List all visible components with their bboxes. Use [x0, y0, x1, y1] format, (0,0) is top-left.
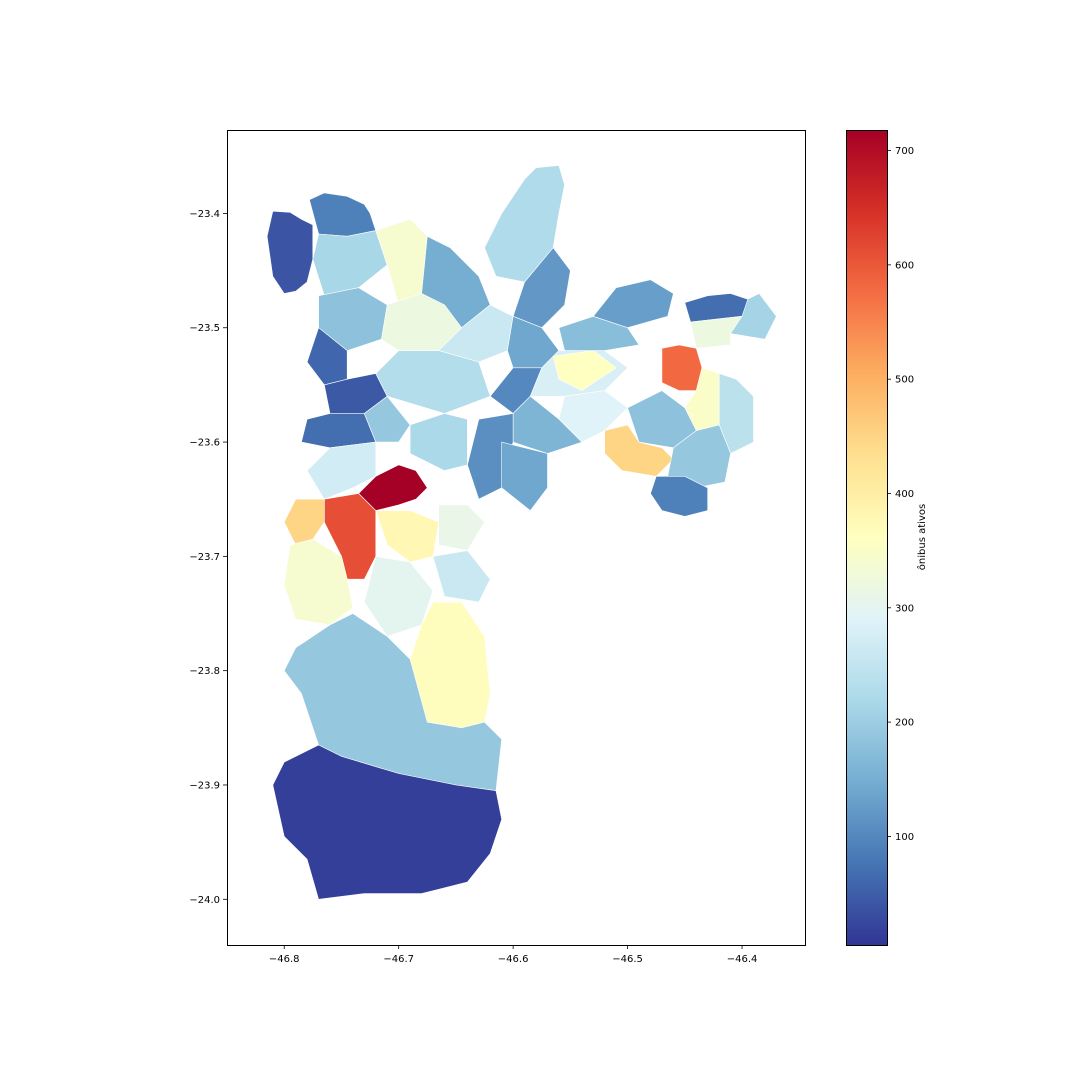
map-regions — [266, 165, 777, 900]
colorbar-tick-label: 200 — [895, 718, 914, 729]
x-axis: −46.8 −46.7 −46.6 −46.5 −46.4 — [269, 945, 757, 965]
y-tick-label: −23.4 — [189, 209, 220, 220]
region-36 — [409, 413, 468, 471]
x-tick-label: −46.4 — [727, 954, 758, 965]
region-3 — [312, 230, 388, 297]
x-tick-label: −46.8 — [269, 954, 300, 965]
region-43 — [438, 504, 485, 551]
region-44 — [432, 550, 491, 603]
region-48 — [272, 744, 503, 900]
region-40 — [283, 498, 325, 546]
colorbar-label: ônibus ativos — [916, 504, 928, 570]
y-tick-label: −23.9 — [189, 780, 220, 791]
y-axis: −23.4 −23.5 −23.6 −23.7 −23.8 −23.9 −24.0 — [189, 209, 227, 906]
region-42 — [375, 510, 440, 563]
region-38 — [306, 441, 377, 500]
y-tick-label: −23.6 — [189, 438, 220, 449]
region-19 — [552, 350, 617, 391]
region-41 — [283, 538, 354, 626]
colorbar-tick-label: 400 — [895, 489, 914, 500]
region-2 — [309, 192, 377, 237]
x-tick-label: −46.6 — [498, 954, 529, 965]
x-tick-label: −46.5 — [612, 954, 643, 965]
region-16 — [363, 395, 411, 443]
colorbar-tick-label: 100 — [895, 832, 914, 843]
region-1 — [266, 210, 314, 294]
colorbar-frame — [846, 130, 888, 946]
colorbar — [846, 130, 887, 945]
colorbar-tick-label: 300 — [895, 603, 914, 614]
colorbar-tick-label: 700 — [895, 146, 914, 157]
region-35 — [501, 441, 548, 512]
x-tick-label: −46.7 — [383, 954, 414, 965]
region-31 — [650, 475, 709, 517]
y-tick-label: −23.7 — [189, 552, 220, 563]
region-22 — [661, 344, 703, 391]
colorbar-ticks: 100 200 300 400 500 600 700 — [887, 146, 914, 843]
colorbar-tick-label: 500 — [895, 375, 914, 386]
region-14 — [301, 413, 377, 449]
region-27 — [690, 315, 743, 349]
region-39 — [323, 493, 377, 580]
y-tick-label: −23.5 — [189, 323, 220, 334]
region-21 — [592, 279, 674, 329]
colorbar-tick-label: 600 — [895, 260, 914, 271]
axes-frame — [227, 130, 806, 946]
y-tick-label: −24.0 — [189, 895, 220, 906]
region-15 — [375, 350, 491, 414]
y-tick-label: −23.8 — [189, 666, 220, 677]
